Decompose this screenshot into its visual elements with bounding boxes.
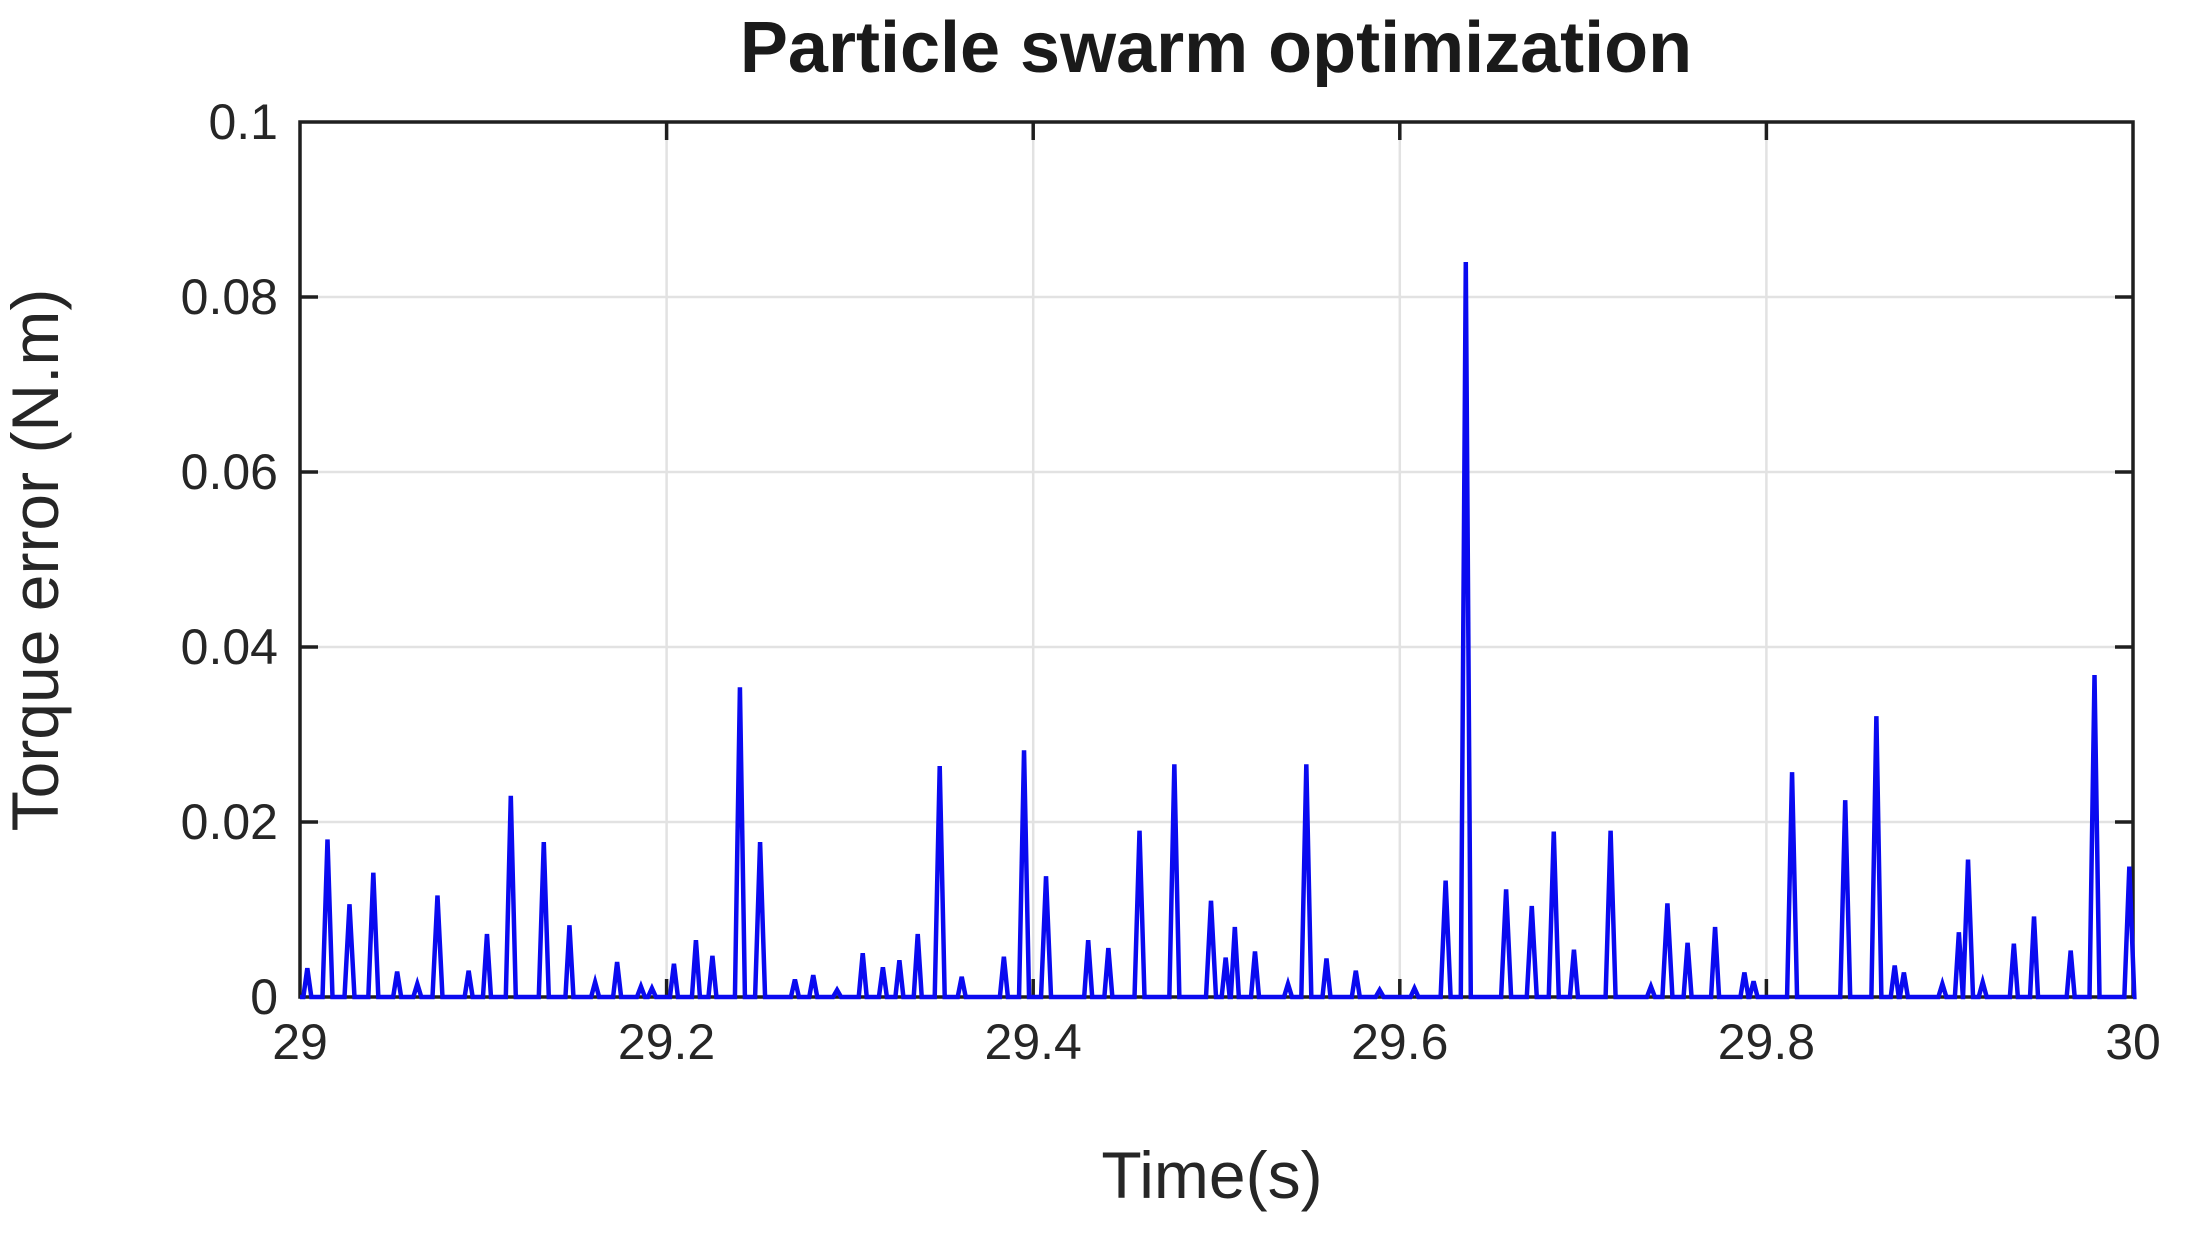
data-line <box>300 261 2137 1000</box>
x-tick-label: 29.4 <box>985 1014 1082 1070</box>
x-axis-label: Time(s) <box>1101 1138 1322 1212</box>
x-tick-label: 30 <box>2105 1014 2161 1070</box>
x-tick-label: 29 <box>272 1014 328 1070</box>
y-tick-label: 0.1 <box>208 94 278 150</box>
y-axis-label: Torque error (N.m) <box>0 289 72 832</box>
torque-error-series <box>300 261 2137 1000</box>
y-tick-label: 0.06 <box>181 444 278 500</box>
chart-title: Particle swarm optimization <box>740 8 1692 88</box>
x-tick-label: 29.6 <box>1351 1014 1448 1070</box>
tick-labels: 29 29.2 29.4 29.6 29.8 30 0 0.02 0.04 0.06 0.08 0.1 <box>181 94 2161 1070</box>
axis-box <box>298 120 2135 999</box>
x-tick-label: 29.2 <box>618 1014 715 1070</box>
y-tick-label: 0.02 <box>181 794 278 850</box>
y-tick-label: 0.04 <box>181 619 278 675</box>
y-tick-label: 0 <box>250 969 278 1025</box>
x-tick-label: 29.8 <box>1718 1014 1815 1070</box>
axis-box-and-ticks <box>298 120 2135 999</box>
grid-lines <box>300 122 2133 997</box>
y-tick-label: 0.08 <box>181 269 278 325</box>
